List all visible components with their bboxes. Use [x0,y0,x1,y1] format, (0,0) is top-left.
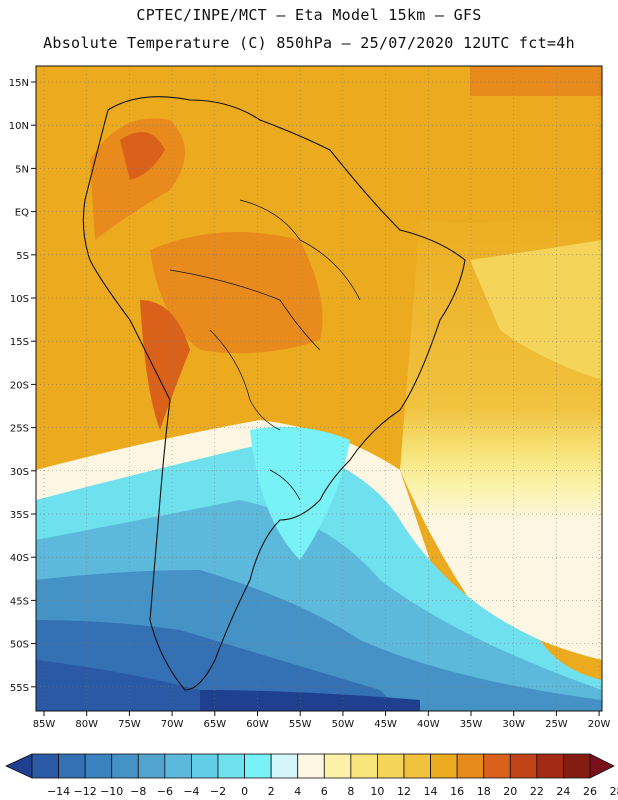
lon-label: 70W [161,719,184,730]
colorbar-box [404,754,431,778]
lat-label: 35S [10,510,29,521]
colorbar-box [537,754,564,778]
lon-label: 35W [460,719,483,730]
colorbar-label: 22 [530,785,544,798]
lat-label: 10S [10,294,29,305]
colorbar-label: 2 [268,785,275,798]
lon-label: 40W [417,719,440,730]
colorbar-label: 4 [294,785,301,798]
lon-label: 75W [118,719,141,730]
lat-label: EQ [15,208,29,219]
lat-label: 30S [10,467,29,478]
colorbar-arrow-right [590,754,614,778]
colorbar-label: 24 [556,785,570,798]
colorbar-label: −6 [157,785,173,798]
colorbar-label: 8 [347,785,354,798]
lon-label: 45W [374,719,397,730]
colorbar-label: 16 [450,785,464,798]
colorbar-label: −4 [183,785,199,798]
lon-label: 80W [75,719,98,730]
lon-label: 50W [332,719,355,730]
colorbar-box [245,754,272,778]
lon-label: 25W [545,719,568,730]
colorbar-box [377,754,404,778]
lat-label: 5N [15,164,29,175]
colorbar-box [324,754,351,778]
latitude-labels: 15N 10N 5N EQ 5S 10S 15S 20S 25S 30S 35S 40S 45S 50S 5… [9,78,29,694]
lon-label: 85W [33,719,56,730]
colorbar-box [165,754,192,778]
colorbar-box [112,754,139,778]
colorbar-label: 10 [370,785,384,798]
colorbar-label: −12 [74,785,97,798]
lat-label: 10N [9,121,29,132]
lat-label: 25S [10,424,29,435]
colorbar-box [351,754,378,778]
colorbar-label: 28 [610,785,618,798]
colorbar-box [457,754,484,778]
lon-label: 65W [203,719,226,730]
colorbar: −14 −12 −10 −8 −6 −4 −2 0 2 4 6 8 10 12 14 16 18 20 22 24 26… [6,754,618,798]
colorbar-box [271,754,298,778]
colorbar-label: −8 [130,785,146,798]
colorbar-label: −2 [210,785,226,798]
lat-label: 40S [10,553,29,564]
colorbar-label: 6 [321,785,328,798]
lat-label: 55S [10,683,29,694]
colorbar-box [32,754,59,778]
lon-label: 60W [246,719,269,730]
colorbar-box [138,754,165,778]
map-figure: 15N 10N 5N EQ 5S 10S 15S 20S 25S 30S 35S 40S 45S 50S 5… [0,0,618,800]
colorbar-box [218,754,245,778]
lat-label: 45S [10,596,29,607]
colorbar-box [563,754,590,778]
colorbar-label: 18 [477,785,491,798]
colorbar-box [191,754,218,778]
colorbar-label: −10 [100,785,123,798]
colorbar-label: 26 [583,785,597,798]
colorbar-label: 12 [397,785,411,798]
colorbar-label: 0 [241,785,248,798]
lat-label: 15N [9,78,29,89]
lon-label: 20W [588,719,611,730]
colorbar-box [484,754,511,778]
colorbar-label: 14 [424,785,438,798]
colorbar-box [431,754,458,778]
colorbar-label: −14 [47,785,70,798]
lon-label: 55W [289,719,312,730]
longitude-labels: 85W 80W 75W 70W 65W 60W 55W 50W 45W 40W 35W 30W 25W 2… [33,719,611,730]
colorbar-label: 20 [503,785,517,798]
colorbar-box [59,754,86,778]
lat-label: 50S [10,640,29,651]
lat-label: 15S [10,337,29,348]
colorbar-box [85,754,112,778]
temperature-field [36,66,602,711]
lat-label: 5S [16,251,29,262]
lon-label: 30W [502,719,525,730]
colorbar-box [510,754,537,778]
colorbar-arrow-left [6,754,32,778]
lat-label: 20S [10,380,29,391]
colorbar-box [298,754,325,778]
